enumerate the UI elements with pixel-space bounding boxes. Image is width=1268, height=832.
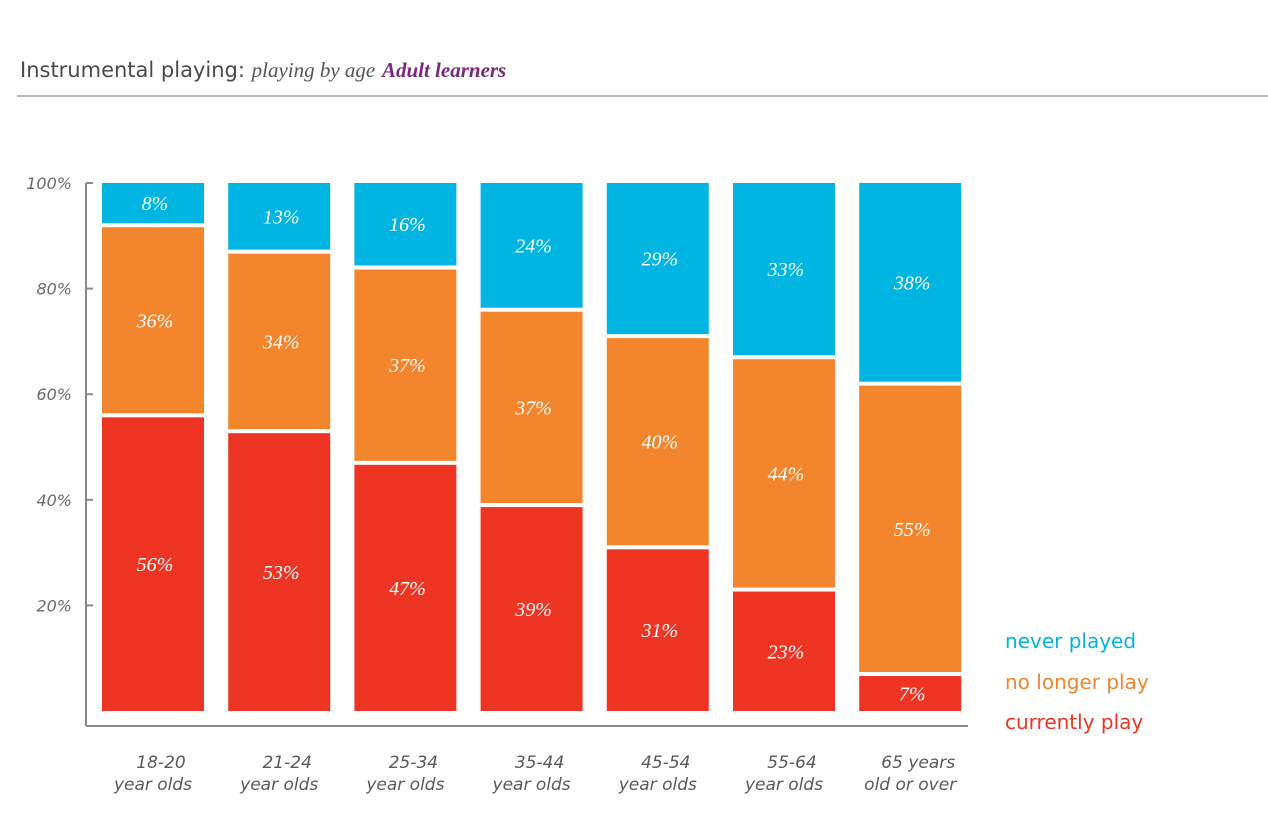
data-label: 47%: [389, 578, 426, 600]
y-tick-label: 80%: [36, 280, 72, 299]
bar-never-played-5: [733, 183, 835, 356]
bar-currently-play-0: [102, 417, 204, 711]
data-label: 36%: [136, 310, 174, 332]
data-label: 8%: [142, 193, 169, 215]
bar-never-played-4: [606, 183, 709, 335]
data-label: 39%: [514, 599, 552, 621]
title-main: Instrumental playing:: [20, 58, 245, 82]
y-tick-label: 20%: [36, 596, 72, 615]
x-category-label: 35-44: [515, 753, 564, 773]
bar-currently-play-4: [606, 549, 709, 711]
bar-no-longer-play-0: [102, 227, 204, 414]
bar-no-longer-play-3: [480, 311, 583, 504]
x-category-label: year olds: [365, 775, 444, 795]
x-category-label: year olds: [239, 775, 318, 795]
bar-never-played-3: [480, 183, 583, 308]
bar-never-played-2: [354, 183, 457, 266]
data-label: 38%: [893, 272, 931, 294]
data-label: 55%: [894, 519, 931, 541]
x-category-label: year olds: [113, 775, 192, 795]
bar-currently-play-6: [859, 676, 962, 711]
title-divider: [17, 95, 1268, 97]
x-category-label: 55-64: [767, 753, 816, 773]
title-sub: playing by age: [251, 58, 376, 82]
data-label: 40%: [641, 432, 678, 454]
bar-no-longer-play-2: [354, 269, 457, 461]
legend-no-longer-play: no longer play: [1005, 670, 1149, 694]
data-label: 24%: [515, 235, 552, 257]
x-category-label: 45-54: [641, 753, 690, 773]
bar-currently-play-5: [733, 591, 835, 711]
y-tick-label: 60%: [36, 385, 72, 404]
y-tick-label: 100%: [26, 174, 72, 193]
legend-currently-play: currently play: [1005, 710, 1143, 734]
data-label: 44%: [768, 463, 805, 485]
bar-currently-play-2: [354, 464, 457, 711]
bar-never-played-0: [102, 183, 204, 224]
data-label: 29%: [641, 249, 678, 271]
bar-never-played-6: [859, 183, 962, 382]
x-category-label: 21-24: [262, 753, 311, 773]
data-label: 56%: [137, 554, 174, 576]
x-category-label: old or over: [864, 775, 957, 795]
data-label: 37%: [388, 355, 426, 377]
legend-never-played: never played: [1005, 629, 1136, 653]
data-label: 37%: [514, 397, 552, 419]
x-category-label: year olds: [492, 775, 571, 795]
x-category-label: 65 years: [881, 753, 955, 773]
data-label: 13%: [263, 206, 300, 228]
bar-currently-play-1: [228, 433, 331, 711]
x-category-label: 25-34: [389, 753, 438, 773]
bar-no-longer-play-5: [733, 359, 835, 588]
data-label: 16%: [389, 214, 426, 236]
data-label: 23%: [768, 641, 805, 663]
data-label: 7%: [899, 684, 926, 706]
chart-title: Instrumental playing: playing by age Adu…: [20, 58, 506, 83]
y-tick-label: 40%: [36, 491, 72, 510]
data-label: 31%: [640, 620, 678, 642]
bar-never-played-1: [228, 183, 331, 250]
x-category-label: 18-20: [136, 753, 185, 773]
bar-no-longer-play-4: [606, 338, 709, 546]
data-label: 34%: [262, 331, 300, 353]
data-label: 33%: [767, 259, 805, 281]
x-category-label: year olds: [744, 775, 823, 795]
x-category-label: year olds: [618, 775, 697, 795]
data-label: 53%: [263, 562, 300, 584]
bar-no-longer-play-1: [228, 253, 331, 430]
bar-no-longer-play-6: [859, 385, 962, 673]
bar-currently-play-3: [480, 507, 583, 711]
title-accent: Adult learners: [381, 58, 507, 82]
